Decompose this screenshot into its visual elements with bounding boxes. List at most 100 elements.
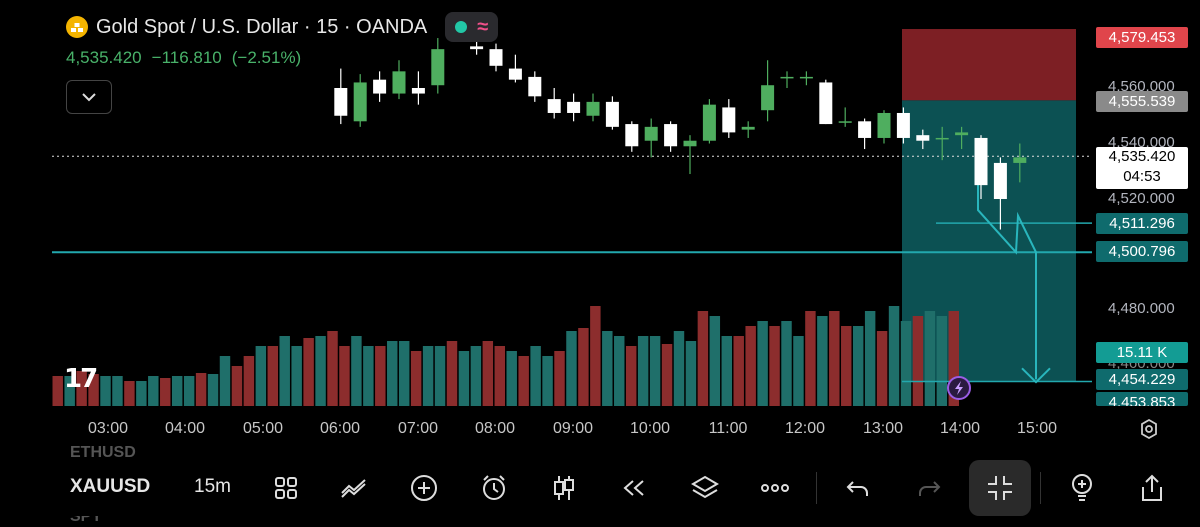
ideas-button[interactable] [1060,466,1104,510]
candle-body [644,126,658,141]
volume-bar [924,311,936,406]
candle-body [625,124,639,147]
layers-button[interactable] [683,466,727,510]
replay-button[interactable] [612,466,656,510]
ghost-symbol-above[interactable]: ETHUSD [70,444,136,461]
volume-bar [88,374,99,406]
undo-icon [846,481,868,496]
target-label[interactable]: 4,454.229 [1096,369,1188,390]
candle-body [896,112,910,138]
candle-body [586,101,600,116]
projection-arrow [1021,367,1051,384]
volume-bar [255,346,267,406]
redo-icon [919,481,941,496]
time-tick: 09:00 [552,420,594,437]
price-tick: 4,520.000 [1108,190,1175,207]
price-change: −116.810 [151,48,222,67]
more-button[interactable] [753,466,797,510]
volume-bar [124,381,135,406]
lightning-icon-glyph [955,381,963,395]
volume-bar [852,326,864,406]
undo-button[interactable] [836,466,880,510]
volume-bar [661,344,673,406]
wave-icon: ≈ [477,16,489,38]
candle-body [489,49,503,66]
volume-bar [876,331,888,406]
bar-countdown: 04:53 [1123,168,1161,185]
volume-bar [494,346,505,406]
current-price-label: 4,535.420 04:53 [1096,147,1188,189]
share-button[interactable] [1130,466,1174,510]
redo-button[interactable] [907,466,951,510]
volume-bar [434,346,446,406]
volume-bar [315,336,326,406]
volume-bar [554,351,565,406]
ideas-icon [1072,474,1092,501]
collapse-legend-button[interactable] [66,80,112,114]
level-label[interactable]: 4,511.296 [1096,213,1188,234]
indicators-icon [341,479,366,498]
candle-body [702,104,716,141]
volume-bar [936,316,948,406]
volume-bar [602,331,613,406]
volume-bar [506,351,517,406]
volume-bar [470,346,482,406]
candle-body [431,49,445,86]
price-chart[interactable] [0,0,1200,445]
alert-button[interactable] [472,466,516,510]
symbol-title[interactable]: Gold Spot / U.S. Dollar · 15 · OANDA [96,15,428,38]
candle-body [974,137,988,186]
indicators-button[interactable] [332,466,376,510]
volume-bar [112,376,123,406]
chart-type-button[interactable] [542,466,586,510]
volume-bar [482,341,494,406]
candle-body [683,140,697,147]
candle-body [916,135,930,141]
candle-body [761,85,775,111]
chart-settings-icon[interactable] [1138,418,1160,440]
candle-body [935,137,949,140]
candle-body [722,107,736,133]
candle-body [605,101,619,127]
volume-bar [542,356,553,406]
candle-body [392,71,406,94]
volume-bar [387,341,398,406]
quote-line: 4,535.420 −116.810 (−2.51%) [66,48,301,68]
candle-body [547,99,561,113]
candle-body [334,88,348,116]
volume-bar [231,366,243,406]
candle-body [373,79,387,94]
add-button[interactable] [402,466,446,510]
time-tick: 11:00 [708,420,748,437]
volume-label: 15.11 K [1096,342,1188,363]
bottom-toolbar: XAUUSD 15m [0,460,1200,516]
indicator-pill[interactable]: ≈ [445,12,499,42]
candle-body [411,88,425,94]
volume-bar [673,331,685,406]
candle-body [664,124,678,147]
symbol-header[interactable]: Gold Spot / U.S. Dollar · 15 · OANDA ≈ [66,12,499,42]
volume-bar [183,376,195,406]
price-change-percent: (−2.51%) [231,48,302,67]
candle-body [508,68,522,80]
stop-loss-zone [902,29,1076,101]
candle-body [741,126,755,130]
symbol-selector[interactable]: XAUUSD [70,476,151,497]
volume-bar [219,356,231,406]
volume-bar [578,328,589,406]
horizontal-line-label[interactable]: 4,500.796 [1096,241,1188,262]
fullscreen-exit-button[interactable] [969,460,1031,516]
entry-label[interactable]: 4,555.539 [1096,91,1188,112]
time-tick: 13:00 [862,420,904,437]
volume-bar [422,346,434,406]
price-tick: 4,480.000 [1108,300,1175,317]
volume-bar [207,374,219,406]
layout-button[interactable] [264,466,308,510]
volume-bar [697,311,709,406]
volume-bar [375,346,386,406]
chart-area[interactable]: Gold Spot / U.S. Dollar · 15 · OANDA ≈ 4… [0,0,1200,445]
interval-selector[interactable]: 15m [194,476,231,497]
price-tick: 4,540.000 [1108,134,1175,151]
stop-loss-label[interactable]: 4,579.453 [1096,27,1188,48]
level-label[interactable]: 4,453.853 [1096,392,1188,406]
